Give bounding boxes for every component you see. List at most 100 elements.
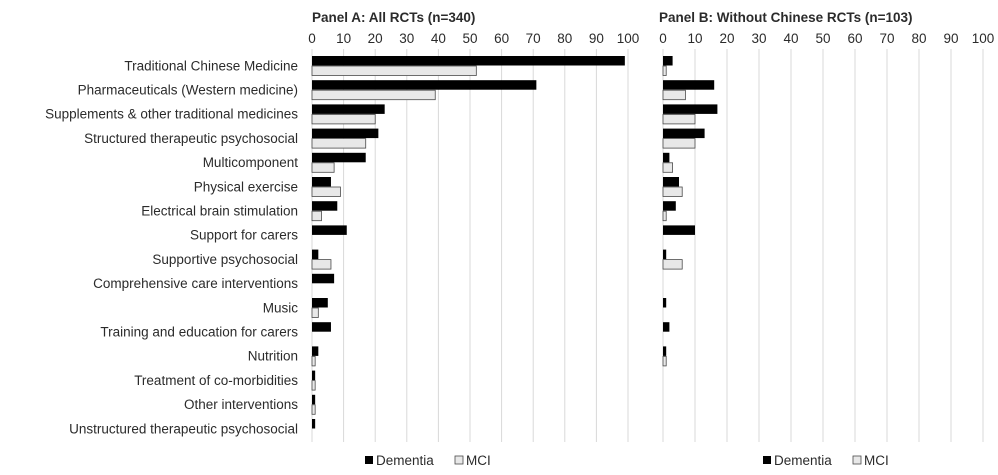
x-tick-label: 30: [399, 31, 414, 46]
bar-dementia: [312, 273, 335, 284]
x-tick-label: 90: [943, 31, 958, 46]
bar-mci: [311, 162, 335, 173]
category-label: Training and education for carers: [100, 324, 298, 339]
bar-dementia: [312, 322, 331, 332]
legend-swatch-mci: [852, 455, 862, 465]
bar-dementia: [663, 104, 718, 114]
x-tick-label: 20: [719, 31, 734, 46]
bar-mci: [311, 210, 322, 222]
bar-dementia: [312, 201, 338, 211]
bar-dementia: [312, 104, 385, 114]
bar-dementia: [663, 152, 670, 163]
bar-mci: [662, 114, 696, 125]
x-tick-label: 40: [431, 31, 446, 46]
bar-mci: [662, 210, 667, 222]
bar-dementia: [663, 346, 667, 356]
bar-dementia: [312, 419, 316, 429]
bar-dementia: [312, 152, 366, 163]
category-label: Nutrition: [248, 349, 298, 364]
bar-dementia: [663, 225, 695, 235]
x-tick-label: 10: [336, 31, 351, 46]
bar-dementia: [312, 394, 316, 405]
bar-dementia: [663, 201, 676, 211]
x-tick-label: 0: [308, 31, 316, 46]
category-label: Supplements & other traditional medicine…: [45, 107, 298, 122]
bar-dementia: [312, 298, 328, 308]
bar-mci: [662, 138, 696, 149]
bar-mci: [311, 307, 319, 318]
category-label: Other interventions: [184, 397, 298, 412]
bar-dementia: [312, 80, 537, 90]
x-tick-label: 60: [847, 31, 862, 46]
category-label: Pharmaceuticals (Western medicine): [78, 82, 298, 97]
legend-label: MCI: [466, 453, 491, 468]
x-tick-label: 100: [972, 31, 995, 46]
category-label: Support for carers: [190, 228, 298, 243]
category-label: Electrical brain stimulation: [141, 203, 298, 218]
bar-mci: [311, 259, 332, 270]
legend-swatch-dementia: [763, 456, 771, 464]
bar-mci: [662, 259, 683, 270]
panel-b: Panel B: Without Chinese RCTs (n=103) 0 10…: [659, 10, 994, 442]
legend-label: MCI: [864, 453, 889, 468]
legend-swatch-dementia: [365, 456, 373, 464]
bar-mci: [311, 355, 316, 367]
bar-mci: [662, 65, 667, 76]
category-label: Traditional Chinese Medicine: [124, 58, 298, 73]
bar-mci: [662, 186, 683, 197]
panel-a: Panel A: All RCTs (n=340) 0 10 20 30 40 50 60 70…: [308, 10, 639, 442]
category-label: Physical exercise: [194, 179, 298, 194]
bar-dementia: [312, 177, 331, 187]
bar-mci: [662, 355, 667, 367]
legend: Dementia MCI: [763, 453, 889, 468]
category-label: Structured therapeutic psychosocial: [84, 131, 298, 146]
bar-mci: [311, 65, 477, 76]
x-tick-label: 50: [462, 31, 477, 46]
x-tick-label: 80: [911, 31, 926, 46]
legend-swatch-mci: [454, 455, 464, 465]
bar-mci: [311, 114, 376, 125]
bar-dementia: [663, 128, 705, 139]
bar-dementia: [663, 298, 667, 308]
x-tick-label: 90: [589, 31, 604, 46]
bar-dementia: [312, 225, 347, 235]
bar-mci: [662, 162, 674, 173]
x-tick-label: 60: [494, 31, 509, 46]
category-label: Treatment of co-morbidities: [134, 373, 298, 388]
bar-dementia: [312, 370, 316, 381]
panel-title: Panel B: Without Chinese RCTs (n=103): [659, 10, 913, 25]
bar-mci: [311, 89, 436, 101]
bar-dementia: [663, 56, 673, 66]
bar-dementia: [312, 128, 379, 139]
bar-dementia: [312, 249, 319, 260]
category-label: Supportive psychosocial: [152, 252, 298, 267]
x-tick-label: 80: [557, 31, 572, 46]
x-tick-label: 50: [815, 31, 830, 46]
bar-mci: [311, 404, 316, 415]
panel-title: Panel A: All RCTs (n=340): [312, 10, 475, 25]
bar-dementia: [312, 346, 319, 356]
bar-dementia: [663, 249, 667, 260]
legend-label: Dementia: [774, 453, 832, 468]
bar-dementia: [312, 56, 625, 66]
bar-dementia: [663, 322, 670, 332]
bar-mci: [662, 89, 686, 101]
x-tick-label: 0: [659, 31, 667, 46]
legend-label: Dementia: [376, 453, 434, 468]
bar-dementia: [663, 177, 679, 187]
category-label: Comprehensive care interventions: [93, 276, 298, 291]
x-tick-label: 10: [687, 31, 702, 46]
x-tick-label: 30: [751, 31, 766, 46]
bar-mci: [311, 380, 316, 391]
category-label: Music: [263, 300, 299, 315]
x-tick-label: 70: [526, 31, 541, 46]
bar-mci: [311, 186, 341, 197]
bar-mci: [311, 138, 367, 149]
x-tick-label: 100: [617, 31, 640, 46]
x-tick-label: 70: [879, 31, 894, 46]
x-tick-label: 40: [783, 31, 798, 46]
category-label: Multicomponent: [203, 155, 299, 170]
category-label: Unstructured therapeutic psychosocial: [69, 421, 298, 436]
bar-dementia: [663, 80, 715, 90]
